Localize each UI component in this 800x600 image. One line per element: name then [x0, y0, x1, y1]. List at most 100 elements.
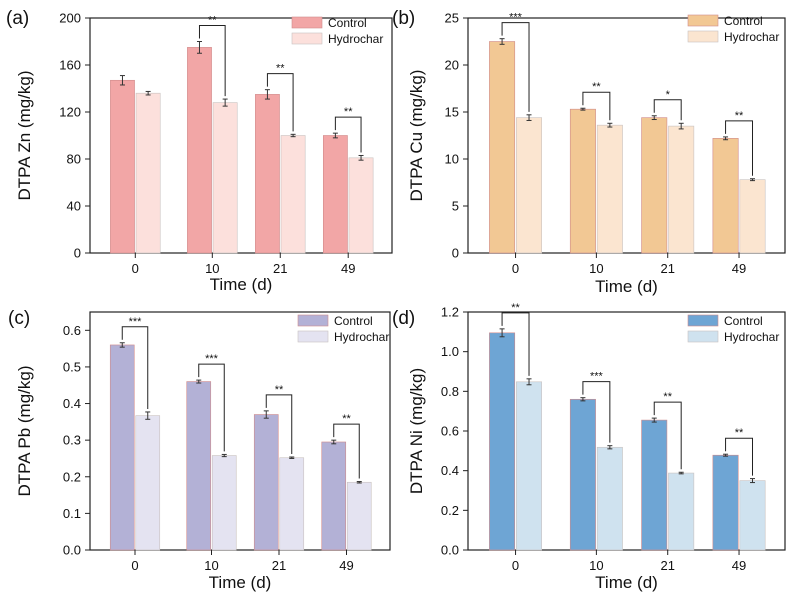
significance-label: *** [129, 316, 143, 328]
y-tick-label: 0 [452, 246, 459, 261]
significance-label: ** [342, 413, 351, 425]
bar-hydrochar [135, 92, 161, 254]
y-tick-label: 0.6 [441, 424, 459, 439]
bar-control [489, 41, 516, 254]
significance-label: ** [592, 81, 601, 93]
y-tick-label: 200 [59, 11, 81, 26]
y-tick-label: 10 [445, 152, 459, 167]
legend-label: Control [334, 314, 373, 328]
legend-label: Control [724, 14, 763, 28]
x-tick-label: 21 [660, 261, 674, 276]
significance-label: ** [735, 110, 744, 122]
significance-bracket [265, 394, 293, 454]
bar-hydrochar [348, 157, 374, 254]
y-tick-label: 0.4 [441, 463, 459, 478]
plot-frame [89, 311, 391, 551]
legend-swatch [687, 314, 719, 327]
x-axis-label: Time (d) [595, 277, 658, 296]
bar-control [186, 381, 212, 551]
x-tick-label: 10 [589, 261, 603, 276]
y-tick-label: 15 [445, 105, 459, 120]
legend-swatch [291, 32, 323, 45]
legend-label: Hydrochar [724, 330, 779, 344]
x-tick-label: 0 [131, 558, 138, 573]
significance-bracket [501, 22, 530, 112]
chart-panel: (b)DTPA Cu (mg/kg)Time (d)05101520250***… [392, 8, 786, 296]
y-tick-label: 160 [59, 58, 81, 73]
chart-panel: (a) DTPA Zn (mg/kg) Time (d) 0 40 80 120 160 200… [6, 8, 393, 294]
y-tick-label: 0.2 [63, 469, 81, 484]
significance-bracket [333, 423, 360, 479]
bar-hydrochar [346, 481, 372, 551]
significance-bracket [501, 312, 530, 376]
legend-swatch [291, 16, 323, 29]
bar-hydrochar [135, 415, 161, 551]
significance-bracket [582, 381, 611, 443]
bar-control [255, 94, 280, 254]
significance-label: ** [344, 106, 353, 118]
x-tick-label: 49 [732, 558, 746, 573]
significance-label: *** [509, 12, 523, 24]
y-axis-label: DTPA Zn (mg/kg) [15, 70, 34, 200]
x-tick-label: 21 [660, 558, 674, 573]
significance-bracket [266, 73, 294, 132]
x-axis-label: Time (d) [209, 573, 272, 592]
x-tick-label: 0 [132, 261, 139, 276]
bar-control [712, 138, 739, 254]
plot-frame [89, 17, 393, 254]
x-tick-label: 21 [273, 261, 287, 276]
y-tick-label: 1.0 [441, 344, 459, 359]
significance-bracket [725, 120, 754, 176]
x-tick-label: 49 [341, 261, 355, 276]
y-tick-label: 0.2 [441, 503, 459, 518]
bar-hydrochar [739, 480, 766, 551]
significance-label: ** [276, 63, 285, 75]
bar-control [321, 441, 347, 551]
bar-hydrochar [211, 455, 237, 551]
x-tick-label: 49 [339, 558, 353, 573]
bar-hydrochar [516, 117, 543, 254]
significance-label: * [666, 89, 671, 101]
bar-hydrochar [212, 102, 238, 254]
y-tick-label: 0.1 [63, 506, 81, 521]
significance-bracket [198, 25, 226, 97]
bar-hydrochar [668, 472, 695, 551]
y-tick-label: 0.6 [63, 323, 81, 338]
bar-control [712, 454, 739, 551]
x-tick-label: 0 [512, 558, 519, 573]
x-tick-label: 0 [512, 261, 519, 276]
x-tick-label: 21 [272, 558, 286, 573]
y-tick-label: 0.0 [63, 543, 81, 558]
bar-control [569, 108, 596, 254]
panel-label: (b) [392, 8, 415, 29]
y-tick-label: 20 [445, 58, 459, 73]
y-axis-label: DTPA Ni (mg/kg) [407, 368, 426, 494]
legend-label: Hydrochar [334, 330, 389, 344]
y-tick-label: 0.3 [63, 433, 81, 448]
y-axis-label: DTPA Pb (mg/kg) [15, 366, 34, 497]
panel-label: (a) [6, 8, 29, 29]
legend-swatch [297, 330, 329, 343]
y-tick-label: 25 [445, 11, 459, 26]
x-tick-label: 10 [205, 261, 219, 276]
legend-label: Control [724, 314, 763, 328]
significance-bracket [121, 326, 149, 409]
significance-label: ** [275, 384, 284, 396]
x-tick-label: 10 [589, 558, 603, 573]
bar-control [569, 398, 596, 551]
significance-bracket [725, 437, 754, 476]
bar-hydrochar [668, 125, 695, 254]
significance-bracket [582, 91, 611, 121]
bar-hydrochar [516, 381, 543, 551]
x-axis-label: Time (d) [595, 573, 658, 592]
legend-swatch [687, 14, 719, 27]
chart-panel: (c) DTPA Pb (mg/kg) Time (d) 0.0 0.1 0.2 0.3 0.… [8, 308, 391, 592]
legend-label: Control [328, 16, 367, 30]
y-tick-label: 0 [74, 246, 81, 261]
significance-bracket [198, 363, 225, 452]
y-tick-label: 5 [452, 199, 459, 214]
panel-label: (c) [8, 308, 30, 329]
significance-bracket [653, 401, 682, 470]
bar-control [641, 117, 668, 254]
